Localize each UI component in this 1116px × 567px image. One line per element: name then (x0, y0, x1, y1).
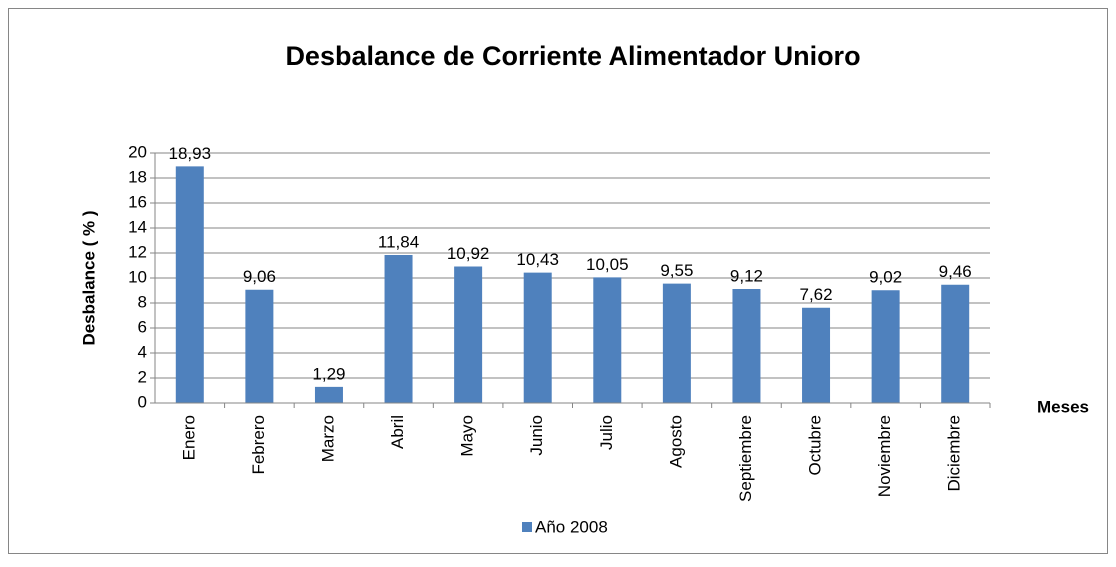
y-axis-label: Desbalance ( % ) (79, 210, 98, 345)
bar (454, 266, 483, 403)
chart-title: Desbalance de Corriente Alimentador Unio… (285, 41, 860, 71)
data-label: 9,06 (243, 267, 276, 286)
bar (941, 284, 970, 403)
y-tick-label: 8 (138, 292, 147, 311)
data-label: 9,02 (869, 268, 902, 287)
data-label: 7,62 (799, 285, 832, 304)
legend-label: Año 2008 (535, 517, 608, 536)
x-tick-label: Diciembre (945, 415, 964, 492)
y-tick-label: 14 (128, 217, 147, 236)
data-label: 9,55 (660, 261, 693, 280)
data-label: 18,93 (169, 144, 212, 163)
y-tick-label: 20 (128, 142, 147, 161)
data-label: 10,05 (586, 255, 629, 274)
bar (802, 307, 831, 403)
y-tick-label: 4 (138, 342, 147, 361)
y-tick-label: 6 (138, 317, 147, 336)
data-label: 10,92 (447, 244, 490, 263)
data-label: 9,46 (939, 262, 972, 281)
bar (314, 386, 343, 403)
x-tick-label: Mayo (458, 415, 477, 457)
bar (384, 255, 413, 403)
data-label: 1,29 (312, 364, 345, 383)
bar (732, 289, 761, 403)
bar (871, 290, 900, 403)
x-tick-label: Noviembre (875, 415, 894, 497)
bar (175, 166, 204, 403)
x-tick-label: Junio (527, 415, 546, 456)
x-tick-label: Marzo (318, 415, 337, 462)
y-tick-label: 2 (138, 367, 147, 386)
x-tick-label: Octubre (806, 415, 825, 475)
x-tick-label: Abril (388, 415, 407, 449)
bar (662, 283, 691, 403)
y-tick-label: 0 (138, 392, 147, 411)
y-tick-label: 12 (128, 242, 147, 261)
x-tick-label: Agosto (666, 415, 685, 468)
data-label: 10,43 (516, 250, 559, 269)
bar (523, 272, 552, 403)
x-tick-label: Febrero (249, 415, 268, 475)
data-label: 9,12 (730, 266, 763, 285)
y-tick-label: 18 (128, 167, 147, 186)
data-label: 11,84 (378, 232, 419, 251)
x-axis-label: Meses (1037, 397, 1089, 416)
x-tick-label: Enero (179, 415, 198, 460)
x-tick-label: Julio (597, 415, 616, 450)
y-tick-label: 16 (128, 192, 147, 211)
bar (593, 277, 622, 403)
legend-swatch (522, 522, 532, 532)
y-tick-label: 10 (128, 267, 147, 286)
bar (245, 289, 274, 403)
x-tick-label: Septiembre (736, 415, 755, 502)
